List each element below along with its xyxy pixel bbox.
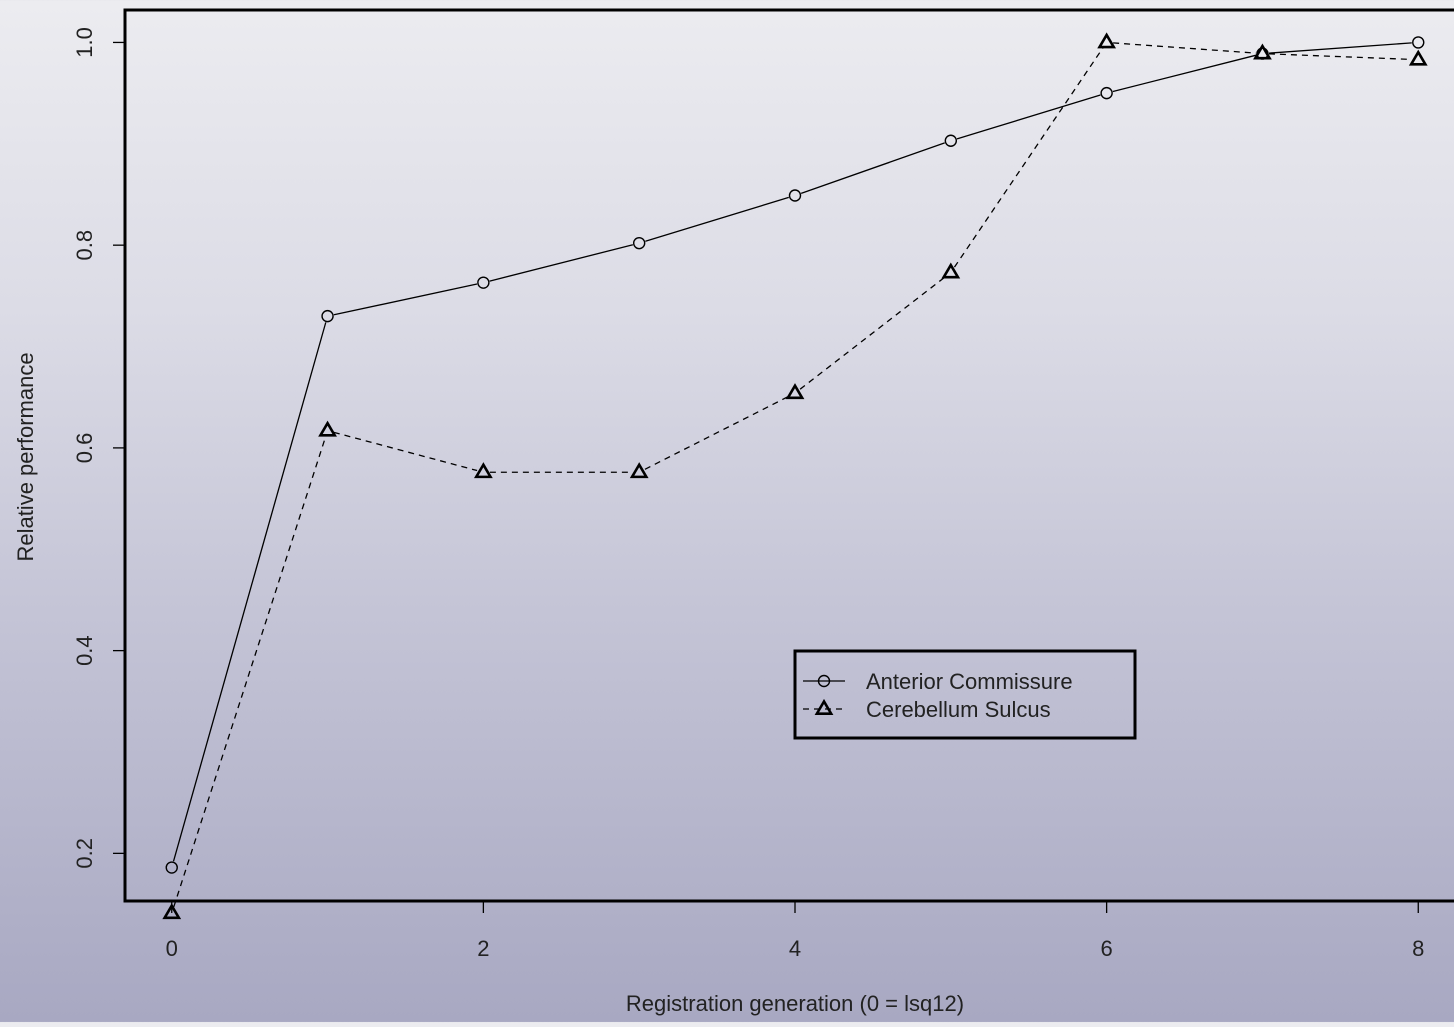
legend-label: Anterior Commissure <box>866 669 1073 694</box>
series-line-segment <box>333 431 478 472</box>
x-tick-label: 0 <box>166 936 178 961</box>
data-point <box>165 861 178 874</box>
data-point <box>1412 36 1425 49</box>
data-point <box>941 262 961 279</box>
legend-box <box>793 649 1137 740</box>
y-tick-label: 1.0 <box>72 27 97 58</box>
y-tick-label: 0.4 <box>72 635 97 666</box>
x-tick-label: 6 <box>1101 936 1113 961</box>
series-line-segment <box>172 322 327 862</box>
series-line-segment <box>956 94 1101 140</box>
series-line-segment <box>644 395 790 470</box>
y-tick-label: 0.8 <box>72 230 97 261</box>
series-line-segment <box>800 142 945 194</box>
data-point <box>477 276 490 289</box>
x-tick-label: 8 <box>1412 936 1424 961</box>
y-tick-label: 0.2 <box>72 838 97 869</box>
data-point <box>1097 32 1117 49</box>
series-line-segment <box>645 196 789 242</box>
series-0 <box>165 36 1425 874</box>
series-line-segment <box>799 276 947 390</box>
y-axis: 0.2 0.4 0.6 0.8 1.0 <box>72 27 125 869</box>
data-point <box>162 903 182 920</box>
data-point <box>1253 43 1272 60</box>
series-line-segment <box>1112 54 1257 93</box>
legend: Anterior Commissure Cerebellum Sulcus <box>793 649 1137 740</box>
series-line-segment <box>1268 42 1412 54</box>
series-line-segment <box>953 47 1104 268</box>
series-1 <box>162 32 1428 920</box>
data-point <box>318 420 337 437</box>
legend-entries: Anterior Commissure Cerebellum Sulcus <box>803 669 1073 722</box>
series-layer <box>162 32 1428 920</box>
x-tick-label: 2 <box>477 936 489 961</box>
series-line-segment <box>333 283 478 316</box>
data-point <box>944 134 958 147</box>
legend-label: Cerebellum Sulcus <box>866 697 1051 722</box>
data-point <box>1100 86 1113 100</box>
y-tick-label: 0.6 <box>72 433 97 464</box>
data-point <box>632 236 646 250</box>
legend-marker <box>817 674 831 688</box>
data-point <box>1408 49 1428 66</box>
x-axis-label: Registration generation (0 = lsq12) <box>626 991 964 1016</box>
series-line-segment <box>173 436 327 908</box>
y-axis-label: Relative performance <box>13 352 38 561</box>
data-point <box>785 383 805 400</box>
plot-frame <box>123 8 1454 903</box>
data-point <box>473 462 493 479</box>
data-point <box>321 309 334 323</box>
x-axis: 0 2 4 6 8 <box>166 901 1424 961</box>
series-line-segment <box>1113 42 1257 54</box>
legend-marker <box>814 698 834 715</box>
data-point <box>788 189 802 202</box>
series-line-segment <box>489 244 634 282</box>
x-tick-label: 4 <box>789 936 801 961</box>
series-line-segment <box>1268 53 1412 61</box>
data-point <box>629 462 649 479</box>
